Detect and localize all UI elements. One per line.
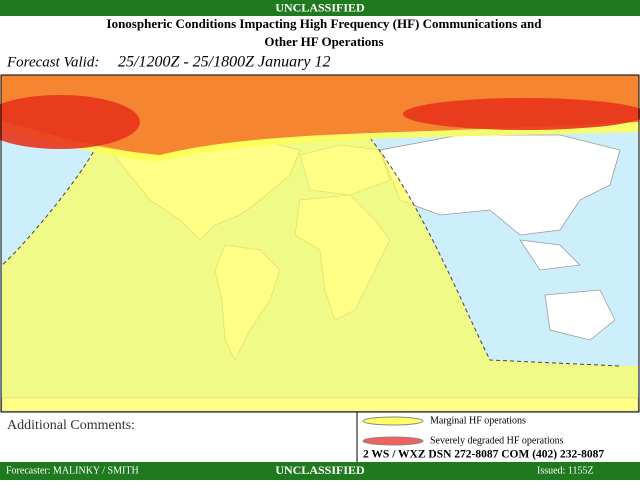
comments-label: Additional Comments: [7,418,135,433]
map [0,74,640,413]
top-banner [0,0,640,16]
severe-region [403,98,640,130]
forecaster: Forecaster: MALINKY / SMITH [6,465,139,476]
legend-swatch [362,416,424,426]
terminator [1,137,621,367]
title-line: Other HF Operations [264,34,383,49]
classification: UNCLASSIFIED [275,463,365,477]
map-border [0,74,640,413]
classification: UNCLASSIFIED [275,0,365,14]
forecast-period: 25/1200Z - 25/1800Z January 12 [118,54,330,71]
forecast-label: Forecast Valid: [6,54,99,70]
marginal-region [2,138,638,411]
contact: 2 WS / WXZ DSN 272-8087 COM (402) 232-80… [363,449,604,461]
issued: Issued: 1155Z [537,465,594,476]
title-line: Ionospheric Conditions Impacting High Fr… [107,16,543,31]
legend-label: Marginal HF operations [430,415,526,426]
degraded-band [1,75,639,155]
bottom-banner [0,462,640,480]
severe-region [0,95,140,149]
legend-label: Severely degraded HF operations [430,435,564,446]
legend-swatch [362,436,424,446]
